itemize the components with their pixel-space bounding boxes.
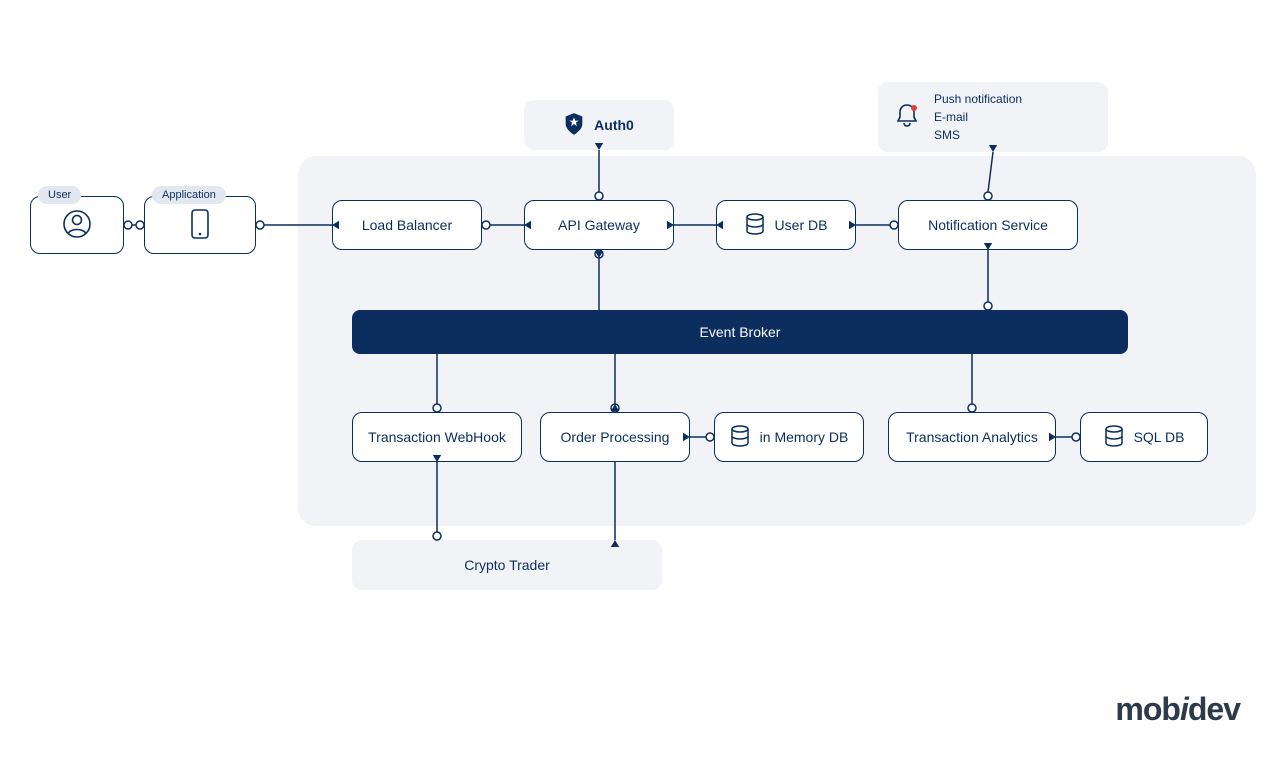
node-user <box>30 196 124 254</box>
auth0-label: Auth0 <box>594 117 634 133</box>
user-icon <box>62 209 92 242</box>
node-inmemory-db: in Memory DB <box>714 412 864 462</box>
node-transaction-analytics: Transaction Analytics <box>888 412 1056 462</box>
api-gateway-label: API Gateway <box>558 217 640 233</box>
notif-line-push: Push notification <box>934 90 1022 108</box>
node-user-db: User DB <box>716 200 856 250</box>
node-event-broker: Event Broker <box>352 310 1128 354</box>
notification-lines: Push notification E-mail SMS <box>934 90 1022 144</box>
sql-db-label: SQL DB <box>1134 429 1185 445</box>
node-notification-methods: Push notification E-mail SMS <box>878 82 1108 152</box>
bell-icon <box>894 102 920 133</box>
tag-application: Application <box>152 186 226 204</box>
node-application <box>144 196 256 254</box>
node-load-balancer: Load Balancer <box>332 200 482 250</box>
node-notification-service: Notification Service <box>898 200 1078 250</box>
node-api-gateway: API Gateway <box>524 200 674 250</box>
transaction-webhook-label: Transaction WebHook <box>368 429 506 445</box>
user-db-label: User DB <box>775 217 828 233</box>
phone-icon <box>191 209 209 242</box>
event-broker-label: Event Broker <box>700 324 781 340</box>
load-balancer-label: Load Balancer <box>362 217 452 233</box>
tag-user: User <box>38 186 81 204</box>
node-crypto-trader: Crypto Trader <box>352 540 662 590</box>
database-icon <box>730 425 750 450</box>
database-icon <box>1104 425 1124 450</box>
order-processing-label: Order Processing <box>561 429 670 445</box>
mobidev-logo: mobidev <box>1115 691 1240 728</box>
node-sql-db: SQL DB <box>1080 412 1208 462</box>
transaction-analytics-label: Transaction Analytics <box>906 429 1038 445</box>
crypto-trader-label: Crypto Trader <box>464 557 550 573</box>
node-auth0: Auth0 <box>524 100 674 150</box>
notif-line-email: E-mail <box>934 108 1022 126</box>
inmemory-db-label: in Memory DB <box>760 429 849 445</box>
auth0-icon <box>564 113 584 138</box>
database-icon <box>745 213 765 238</box>
notification-service-label: Notification Service <box>928 217 1048 233</box>
node-transaction-webhook: Transaction WebHook <box>352 412 522 462</box>
notif-line-sms: SMS <box>934 126 1022 144</box>
node-order-processing: Order Processing <box>540 412 690 462</box>
